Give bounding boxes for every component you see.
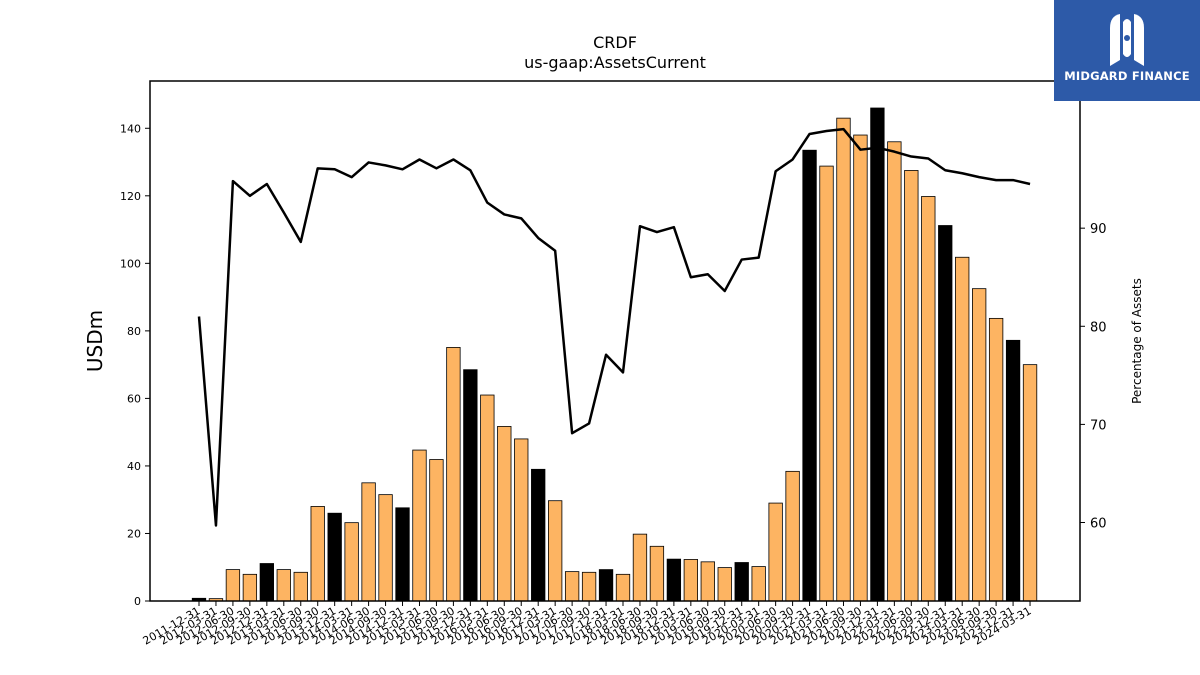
bar: [531, 468, 546, 602]
bar: [497, 426, 512, 602]
bar: [564, 571, 580, 602]
bar: [242, 573, 258, 602]
bar: [412, 449, 427, 602]
logo-text: MIDGARD FINANCE: [1064, 69, 1190, 83]
right-tick-label: 80: [1090, 320, 1107, 335]
logo: MIDGARD FINANCE: [1054, 0, 1200, 101]
bar: [802, 149, 817, 602]
bar: [463, 369, 478, 602]
bar: [972, 288, 987, 602]
bar: [870, 107, 885, 602]
left-tick-label: 80: [127, 325, 141, 338]
bar: [581, 571, 597, 602]
right-axis-label: Percentage of Assets: [1130, 278, 1144, 404]
bar: [548, 500, 563, 602]
bar: [955, 256, 970, 602]
left-y-axis: 0 20 40 60 80 100 120 140: [120, 122, 150, 608]
bar: [446, 347, 461, 602]
left-tick-label: 60: [127, 392, 141, 405]
bar: [259, 563, 274, 602]
bar: [649, 545, 665, 602]
bar-series: [191, 107, 1038, 602]
bar: [683, 559, 698, 602]
bar: [921, 196, 936, 602]
line-series: [197, 127, 1031, 527]
bar: [293, 571, 308, 602]
bar: [785, 470, 800, 602]
right-tick-label: 70: [1090, 418, 1107, 433]
bar: [1005, 339, 1021, 602]
bar: [768, 502, 783, 602]
bar: [938, 225, 953, 602]
bar: [632, 533, 648, 602]
bar: [480, 394, 495, 602]
right-tick-label: 60: [1090, 517, 1107, 532]
bar: [514, 438, 529, 602]
left-tick-label: 100: [120, 257, 141, 270]
bar: [276, 569, 291, 602]
chart-title: CRDF: [593, 33, 637, 52]
bar: [327, 512, 342, 602]
bar: [344, 522, 359, 602]
left-tick-label: 0: [134, 595, 141, 608]
bar: [225, 569, 241, 602]
left-tick-label: 20: [127, 527, 141, 540]
plot-frame: [149, 80, 1081, 602]
bar: [988, 317, 1004, 602]
right-tick-label: 90: [1090, 222, 1107, 237]
bar: [310, 506, 325, 602]
left-tick-label: 140: [120, 122, 141, 135]
left-axis-label: USDm: [83, 310, 107, 372]
bar: [904, 170, 919, 602]
bar: [751, 566, 766, 602]
chart-subtitle: us-gaap:AssetsCurrent: [524, 53, 706, 72]
bar: [734, 562, 749, 602]
bar: [853, 134, 868, 602]
bar: [887, 141, 902, 602]
bar: [395, 507, 410, 602]
bar: [836, 117, 851, 602]
right-y-axis: 60 70 80 90: [1080, 222, 1107, 532]
bar: [700, 561, 715, 602]
bar: [1022, 364, 1038, 602]
x-axis: 2011-12-312012-03-312012-06-302012-09-30…: [141, 601, 1034, 648]
left-tick-label: 120: [120, 190, 141, 203]
bar: [615, 573, 631, 602]
left-tick-label: 40: [127, 460, 141, 473]
bar: [819, 165, 834, 602]
bar: [666, 558, 682, 602]
bar: [378, 494, 393, 602]
bar: [361, 482, 376, 602]
bar: [717, 567, 732, 602]
bar: [429, 459, 444, 602]
percentage-line: [197, 127, 1031, 527]
logo-mark-icon: [1110, 14, 1144, 66]
bar: [598, 569, 614, 602]
